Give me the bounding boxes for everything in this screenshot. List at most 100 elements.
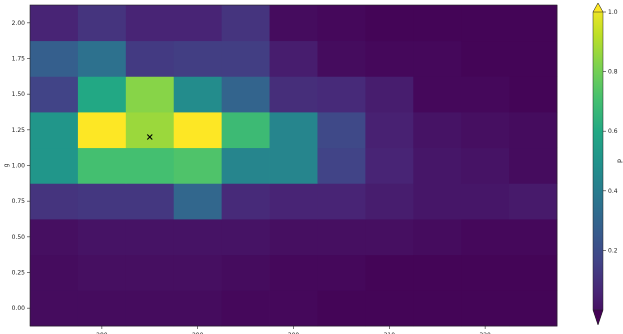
y-tick-label: 0.00 <box>12 305 26 312</box>
heatmap-cell <box>269 112 318 149</box>
heatmap-cell <box>30 40 79 77</box>
heatmap-cell <box>509 5 558 42</box>
x-axis-ticks: 280 290 300 310 320 <box>96 326 491 334</box>
heatmap-cell <box>365 40 414 77</box>
marker-layer <box>146 134 153 140</box>
heatmap-cell <box>125 112 175 149</box>
heatmap-cell <box>365 112 414 149</box>
heatmap-cell <box>413 219 462 256</box>
colorbar-tick-label: 0.4 <box>608 188 618 195</box>
heatmap-cell <box>365 254 414 291</box>
x-tick-label: 310 <box>384 332 396 334</box>
heatmap-cell <box>125 290 175 327</box>
heatmap-cell <box>173 76 223 113</box>
heatmap-cell <box>221 254 270 291</box>
heatmap-cells <box>30 5 558 327</box>
heatmap-cell <box>125 5 175 42</box>
heatmap-cell <box>125 76 175 113</box>
y-tick-label: 0.25 <box>12 270 26 277</box>
heatmap-cell <box>173 219 223 256</box>
heatmap-cell <box>461 5 510 42</box>
heatmap-cell <box>413 76 462 113</box>
heatmap-cell <box>173 183 223 220</box>
heatmap-cell <box>269 76 318 113</box>
heatmap-cell <box>173 254 223 291</box>
heatmap-cell <box>269 254 318 291</box>
colorbar-label: p <box>616 159 623 163</box>
heatmap-cell <box>461 112 510 149</box>
colorbar-min-extend <box>592 309 604 326</box>
colorbar-gradient <box>592 2 604 326</box>
colorbar-max-extend <box>592 2 604 13</box>
heatmap-cell <box>77 5 127 42</box>
heatmap-cell <box>317 40 366 77</box>
heatmap-cell <box>461 76 510 113</box>
heatmap-cell <box>77 112 127 149</box>
best-fit-marker <box>146 134 153 140</box>
heatmap-cell <box>317 183 366 220</box>
heatmap-cell <box>30 219 79 256</box>
heatmap-cell <box>413 147 462 184</box>
heatmap-cell <box>221 147 270 184</box>
heatmap-cell <box>413 5 462 42</box>
heatmap-cell <box>461 219 510 256</box>
heatmap-cell <box>221 40 270 77</box>
heatmap-cell <box>30 5 79 42</box>
heatmap-cell <box>221 112 270 149</box>
heatmap-cell <box>413 183 462 220</box>
y-tick-label: 0.75 <box>12 198 26 205</box>
heatmap-cell <box>317 112 366 149</box>
heatmap-cell <box>461 40 510 77</box>
x-tick-label: 290 <box>192 332 204 334</box>
heatmap-cell <box>30 112 79 149</box>
heatmap-cell <box>77 76 127 113</box>
heatmap-cell <box>125 183 175 220</box>
x-tick-label: 300 <box>288 332 300 334</box>
heatmap-cell <box>509 40 558 77</box>
heatmap-cell <box>221 219 270 256</box>
y-tick-label: 1.25 <box>12 127 26 134</box>
heatmap-cell <box>173 147 223 184</box>
colorbar-tick-label: 1.0 <box>608 9 618 16</box>
heatmap-cell <box>509 183 558 220</box>
heatmap-cell <box>509 219 558 256</box>
colorbar-tick-label: 0.8 <box>608 69 618 76</box>
heatmap-cell <box>509 254 558 291</box>
heatmap-cell <box>317 254 366 291</box>
heatmap-cell <box>461 183 510 220</box>
heatmap-cell <box>173 40 223 77</box>
heatmap-cell <box>461 254 510 291</box>
colorbar-tick-label: 0.2 <box>608 247 618 254</box>
heatmap-cell <box>365 147 414 184</box>
y-tick-label: 1.00 <box>12 163 26 170</box>
heatmap-cell <box>365 76 414 113</box>
y-tick-label: 1.75 <box>12 56 26 63</box>
heatmap-cell <box>221 183 270 220</box>
heatmap-cell <box>173 5 223 42</box>
heatmap-cell <box>30 183 79 220</box>
heatmap-cell <box>173 290 223 327</box>
heatmap-cell <box>317 147 366 184</box>
heatmap-cell <box>365 183 414 220</box>
heatmap-cell <box>77 254 127 291</box>
x-tick-label: 320 <box>479 332 491 334</box>
heatmap-cell <box>125 254 175 291</box>
heatmap-cell <box>77 290 127 327</box>
heatmap-cell <box>365 219 414 256</box>
heatmap-cell <box>30 76 79 113</box>
y-tick-label: 2.00 <box>12 20 26 27</box>
heatmap-cell <box>269 219 318 256</box>
heatmap-cell <box>269 147 318 184</box>
heatmap-cell <box>221 76 270 113</box>
heatmap-cell <box>413 40 462 77</box>
y-axis-label: g <box>3 163 10 167</box>
x-tick-label: 280 <box>96 332 108 334</box>
heatmap-cell <box>221 290 270 327</box>
y-axis-ticks: 0.00 0.25 0.50 0.75 1.00 1.25 1.50 1.75 2.00 <box>12 20 30 312</box>
colorbar-tick-label: 0.6 <box>608 128 618 135</box>
heatmap-cell <box>317 290 366 327</box>
heatmap-cell <box>77 183 127 220</box>
heatmap-cell <box>269 183 318 220</box>
heatmap-cell <box>413 290 462 327</box>
heatmap-cell <box>77 219 127 256</box>
